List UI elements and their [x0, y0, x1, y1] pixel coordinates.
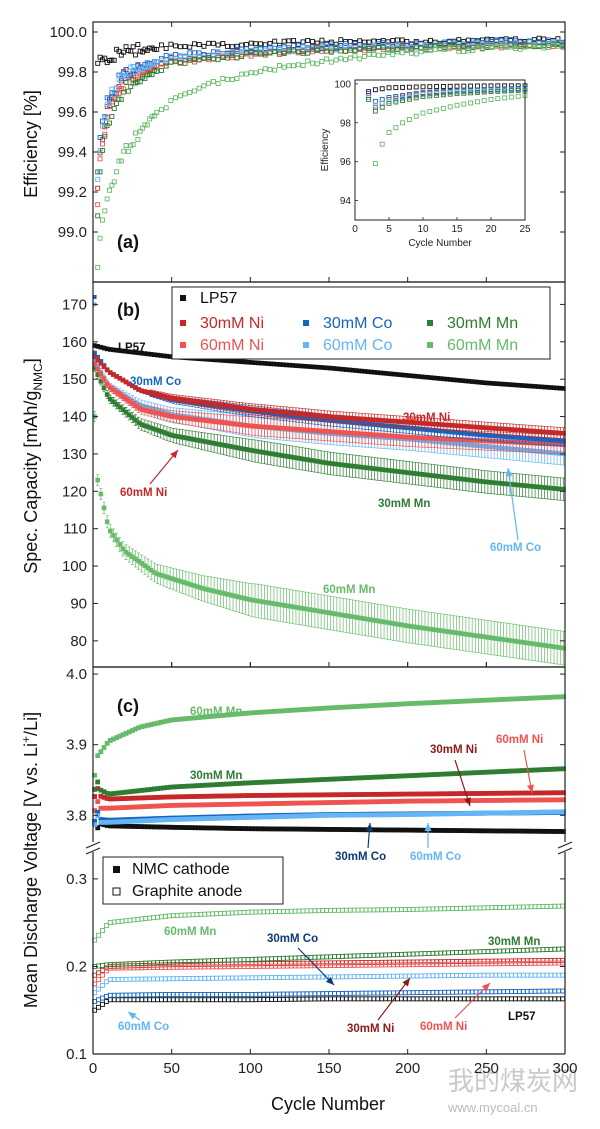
- point-b: [95, 478, 100, 483]
- point-b: [111, 533, 116, 538]
- point-b: [114, 538, 119, 543]
- point-b: [105, 519, 110, 524]
- inset-background: [337, 75, 542, 260]
- point-b: [105, 392, 110, 397]
- point-c: [95, 799, 100, 804]
- point-b: [102, 506, 107, 511]
- point-b: [108, 529, 113, 534]
- point-b: [102, 377, 107, 382]
- point-b: [95, 367, 100, 372]
- point-b: [99, 492, 104, 497]
- point-b: [117, 542, 122, 547]
- point-b: [99, 372, 104, 377]
